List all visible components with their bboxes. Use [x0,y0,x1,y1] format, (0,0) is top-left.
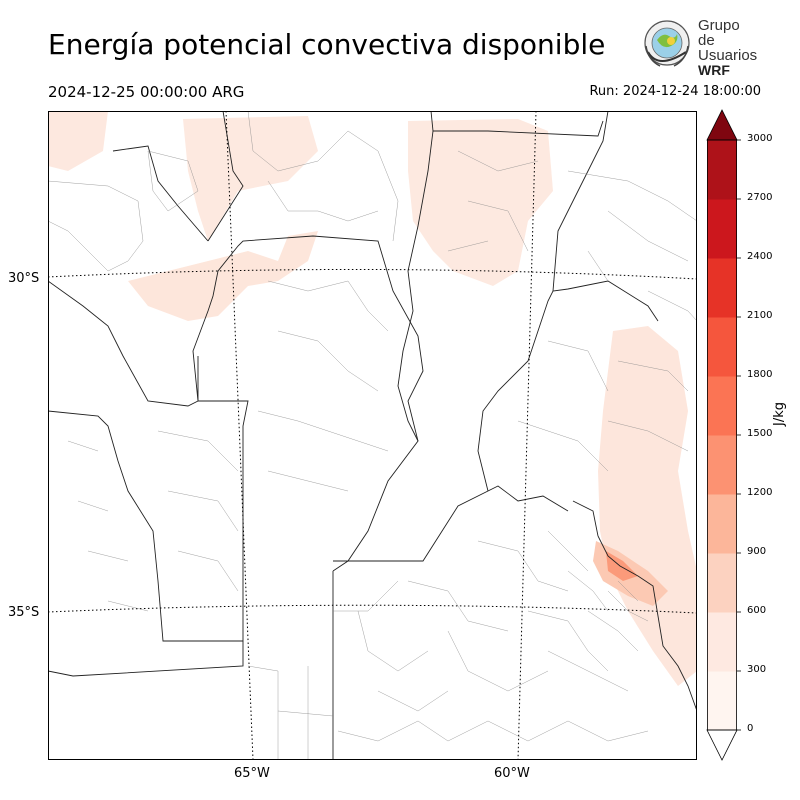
colorbar-segment [707,258,737,318]
cape-field [48,111,697,686]
cape-region-max [606,551,638,581]
colorbar-segment [707,317,737,377]
cape-map [48,111,697,760]
lon-label-60w: 60°W [494,766,530,781]
colorbar-tick-label: 900 [747,546,767,557]
lon-label-65w: 65°W [234,766,270,781]
colorbar-segment [707,376,737,436]
wrf-users-logo: Grupo de Usuarios WRF [640,16,760,78]
colorbar-segment [707,199,737,259]
colorbar-tick-label: 1500 [747,428,773,439]
lat-label-35s: 35°S [8,605,40,620]
colorbar-segment [707,671,737,731]
cape-region-northeast [408,119,553,286]
globe-seal-icon [644,20,690,67]
colorbar-tick-label: 2700 [747,192,773,203]
cape-region-north-central [183,116,318,241]
latlon-gridlines [48,111,697,760]
cape-region-west-band [128,231,318,321]
colorbar-segment [707,435,737,495]
colorbar-extend-max [706,109,738,141]
logo-line-3: WRF [698,62,730,78]
colorbar-tick-label: 1800 [747,369,773,380]
logo-line-1: Grupo de [698,17,740,49]
colorbar-tick-label: 1200 [747,487,773,498]
colorbar-tick-label: 3000 [747,133,773,144]
colorbar-tick-label: 2100 [747,310,773,321]
lat-label-30s: 30°S [8,271,40,286]
colorbar [706,109,741,761]
valid-time: 2024-12-25 00:00:00 ARG [48,83,245,101]
colorbar-tick-label: 300 [747,664,767,675]
cape-region-nw [48,111,108,171]
colorbar-unit-label: J/kg [772,402,787,426]
colorbar-segment [707,140,737,200]
logo-line-2: Usuarios [698,47,758,64]
colorbar-segment [707,553,737,613]
province-boundaries [48,111,697,760]
run-time: Run: 2024-12-24 18:00:00 [589,84,761,99]
department-boundaries [48,111,697,760]
colorbar-segment [707,494,737,554]
colorbar-tick-label: 600 [747,605,767,616]
colorbar-tick-label: 0 [747,723,754,734]
colorbar-extend-min [706,729,738,761]
colorbar-segment [707,612,737,672]
colorbar-tick-label: 2400 [747,251,773,262]
page-title: Energía potencial convectiva disponible [48,28,606,61]
cape-region-east-coast [598,326,697,686]
